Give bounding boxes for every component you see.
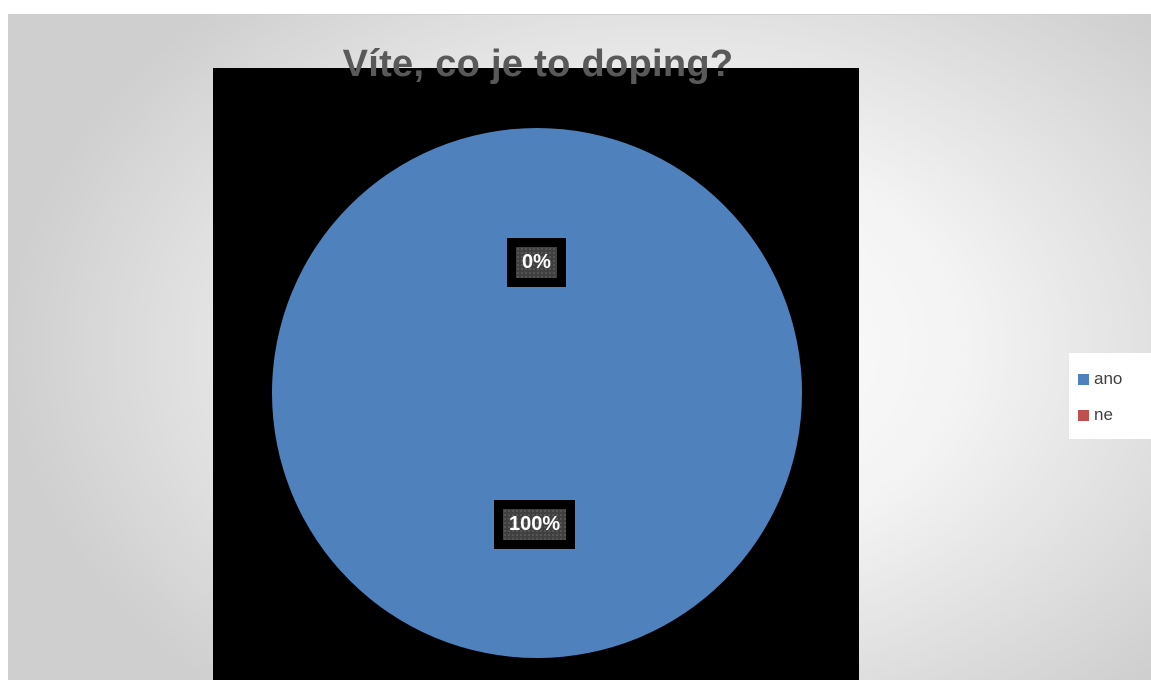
- chart-title: Víte, co je to doping?: [342, 43, 734, 85]
- legend: ano ne: [1069, 353, 1151, 439]
- legend-swatch-ne: [1078, 409, 1089, 421]
- data-label-ano: 100%: [494, 500, 576, 549]
- chart-area: Víte, co je to doping? 0% 100% ano ne: [8, 14, 1151, 680]
- legend-label-ano: ano: [1094, 369, 1123, 388]
- pie-slice-ano: [272, 128, 802, 658]
- data-label-ano-text: 100%: [503, 509, 567, 540]
- data-label-ne: 0%: [507, 238, 566, 287]
- legend-item-ano: ano: [1078, 369, 1122, 389]
- legend-label-ne: ne: [1094, 405, 1113, 424]
- data-label-ne-text: 0%: [516, 247, 557, 278]
- legend-swatch-ano: [1078, 373, 1089, 385]
- legend-item-ne: ne: [1078, 405, 1113, 425]
- pie-chart: [272, 128, 802, 658]
